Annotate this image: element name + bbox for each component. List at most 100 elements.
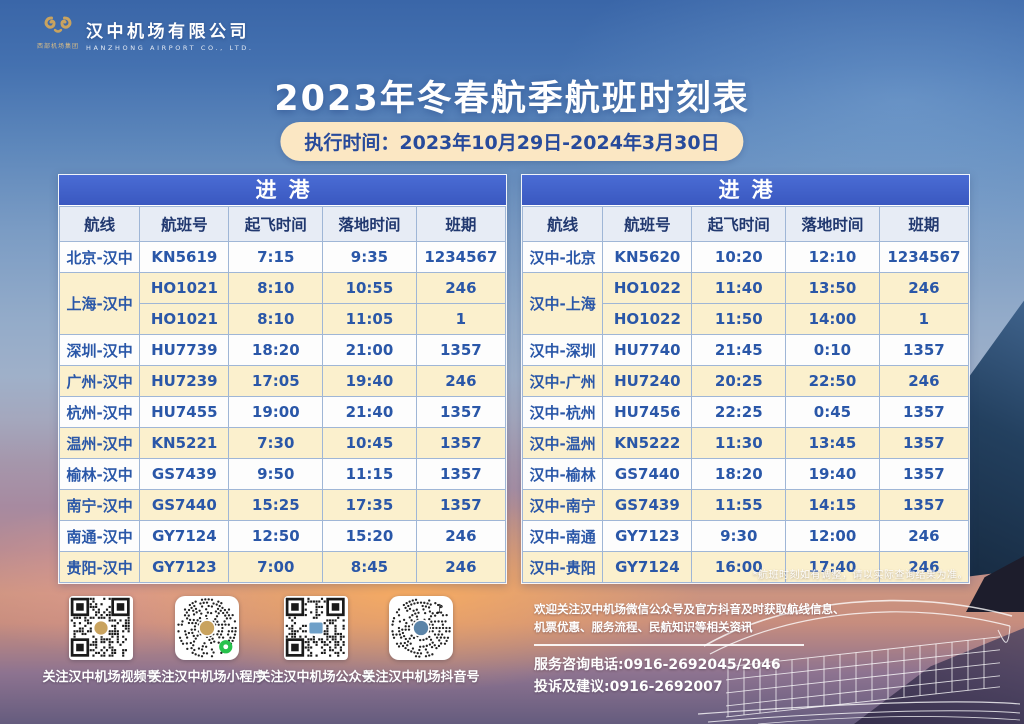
days-of-week-cell: 1357 <box>878 458 970 490</box>
days-of-week-cell: 246 <box>415 365 507 397</box>
table-row: 汉中-北京 KN5620 10:20 12:10 1234567 <box>521 241 970 273</box>
table-section-title: 进港 <box>522 175 969 206</box>
route-cell: 上海-汉中 <box>58 272 141 335</box>
terminal-line-drawing <box>697 599 1021 724</box>
flight-number-cell: HO1021 <box>139 303 230 335</box>
days-of-week-cell: 1357 <box>415 489 507 521</box>
departure-time-cell: 15:25 <box>228 489 324 521</box>
terminal-building-artwork <box>697 582 1021 724</box>
table-section-title: 进港 <box>59 175 506 206</box>
route-cell: 汉中-温州 <box>521 427 604 459</box>
arrivals-table-card: 进港 航线 航班号 起飞时间 落地时间 班期 北京-汉中 KN5619 7:15 9:… <box>58 174 507 584</box>
col-header-arr: 落地时间 <box>322 206 417 242</box>
svg-text:♪: ♪ <box>435 603 443 618</box>
emblem-caption: 西部机场集团 <box>37 43 80 50</box>
days-of-week-cell: 1357 <box>878 334 970 366</box>
departure-time-cell: 11:55 <box>691 489 787 521</box>
arrival-time-cell: 12:10 <box>785 241 880 273</box>
arrival-time-cell: 8:45 <box>322 551 417 583</box>
table-row: 汉中-深圳 HU7740 21:45 0:10 1357 <box>521 334 970 366</box>
departure-time-cell: 7:00 <box>228 551 324 583</box>
arrival-time-cell: 22:50 <box>785 365 880 397</box>
qr-label: 关注汉中机场公众号 <box>257 670 375 685</box>
arrival-time-cell: 17:35 <box>322 489 417 521</box>
flight-number-cell: HU7455 <box>139 396 230 428</box>
flight-number-cell: HU7240 <box>602 365 693 397</box>
col-header-days: 班期 <box>415 206 507 242</box>
arrival-time-cell: 14:00 <box>785 303 880 335</box>
table-row: 杭州-汉中 HU7455 19:00 21:40 1357 <box>58 396 507 428</box>
flight-number-cell: HU7239 <box>139 365 230 397</box>
col-header-route: 航线 <box>521 206 604 242</box>
schedule-disclaimer: *航班时刻如有调整，请以实际查询结果为准。 <box>752 570 968 581</box>
arrival-time-cell: 21:40 <box>322 396 417 428</box>
company-name-cn: 汉中机场有限公司 <box>86 22 250 42</box>
days-of-week-cell: 1234567 <box>878 241 970 273</box>
route-cell: 南宁-汉中 <box>58 489 141 521</box>
qr-code-graphic <box>70 597 130 657</box>
company-name-en: HANZHONG AIRPORT CO., LTD. <box>86 44 254 52</box>
flight-number-cell: GS7439 <box>602 489 693 521</box>
col-header-route: 航线 <box>58 206 141 242</box>
days-of-week-cell: 1357 <box>415 427 507 459</box>
departure-time-cell: 11:50 <box>691 303 787 335</box>
validity-badge: 执行时间：2023年10月29日-2024年3月30日 <box>280 122 744 161</box>
route-cell: 汉中-广州 <box>521 365 604 397</box>
route-cell: 南通-汉中 <box>58 520 141 552</box>
page-title: 2023年冬春航季航班时刻表 <box>274 79 750 119</box>
table-row: 汉中-南通 GY7123 9:30 12:00 246 <box>521 520 970 552</box>
route-cell: 汉中-南宁 <box>521 489 604 521</box>
arrival-time-cell: 13:45 <box>785 427 880 459</box>
flight-number-cell: HO1022 <box>602 303 693 335</box>
service-phone: 服务咨询电话:0916-2692045/2046 <box>534 656 781 673</box>
qr-item-douyin: ♪ 关注汉中机场抖音号 <box>363 596 480 685</box>
complaint-phone: 投诉及建议:0916-2692007 <box>534 679 723 696</box>
flight-number-cell: HU7740 <box>602 334 693 366</box>
flight-number-cell: KN5620 <box>602 241 693 273</box>
arrival-time-cell: 13:50 <box>785 272 880 304</box>
table-header-row: 航线 航班号 起飞时间 落地时间 班期 <box>521 206 970 242</box>
table-row: 深圳-汉中 HU7739 18:20 21:00 1357 <box>58 334 507 366</box>
table-header-row: 航线 航班号 起飞时间 落地时间 班期 <box>58 206 507 242</box>
divider <box>534 643 804 646</box>
official-account-qr-code <box>284 596 348 660</box>
airport-logo: 西部机场集团 汉中机场有限公司 HANZHONG AIRPORT CO., LT… <box>37 14 254 52</box>
table-row: 汉中-杭州 HU7456 22:25 0:45 1357 <box>521 396 970 428</box>
route-cell: 汉中-北京 <box>521 241 604 273</box>
departure-time-cell: 9:50 <box>228 458 324 490</box>
col-header-arr: 落地时间 <box>785 206 880 242</box>
departure-time-cell: 20:25 <box>691 365 787 397</box>
arrival-time-cell: 19:40 <box>322 365 417 397</box>
flight-number-cell: GS7439 <box>139 458 230 490</box>
days-of-week-cell: 1357 <box>878 489 970 521</box>
departures-table-card: 进港 航线 航班号 起飞时间 落地时间 班期 汉中-北京 KN5620 10:20 1… <box>521 174 970 584</box>
flight-number-cell: HU7456 <box>602 396 693 428</box>
departure-time-cell: 8:10 <box>228 303 324 335</box>
table-row: 温州-汉中 KN5221 7:30 10:45 1357 <box>58 427 507 459</box>
days-of-week-cell: 246 <box>415 551 507 583</box>
route-cell: 贵阳-汉中 <box>58 551 141 583</box>
departure-time-cell: 7:30 <box>228 427 324 459</box>
route-cell: 温州-汉中 <box>58 427 141 459</box>
table-row: 贵阳-汉中 GY7123 7:00 8:45 246 <box>58 551 507 583</box>
route-cell: 汉中-杭州 <box>521 396 604 428</box>
col-header-dep: 起飞时间 <box>228 206 324 242</box>
route-cell: 榆林-汉中 <box>58 458 141 490</box>
days-of-week-cell: 1357 <box>415 458 507 490</box>
arrival-time-cell: 11:05 <box>322 303 417 335</box>
airport-emblem-icon <box>44 16 72 33</box>
departure-time-cell: 21:45 <box>691 334 787 366</box>
arrival-time-cell: 10:55 <box>322 272 417 304</box>
arrival-time-cell: 17:40 <box>785 551 880 583</box>
days-of-week-cell: 246 <box>878 272 970 304</box>
qr-code-graphic: ♪ <box>391 598 451 658</box>
days-of-week-cell: 246 <box>878 551 970 583</box>
flight-number-cell: KN5222 <box>602 427 693 459</box>
departure-time-cell: 12:50 <box>228 520 324 552</box>
table-row: 南通-汉中 GY7124 12:50 15:20 246 <box>58 520 507 552</box>
departure-time-cell: 9:30 <box>691 520 787 552</box>
col-header-flight: 航班号 <box>602 206 693 242</box>
arrival-time-cell: 14:15 <box>785 489 880 521</box>
arrival-time-cell: 0:10 <box>785 334 880 366</box>
